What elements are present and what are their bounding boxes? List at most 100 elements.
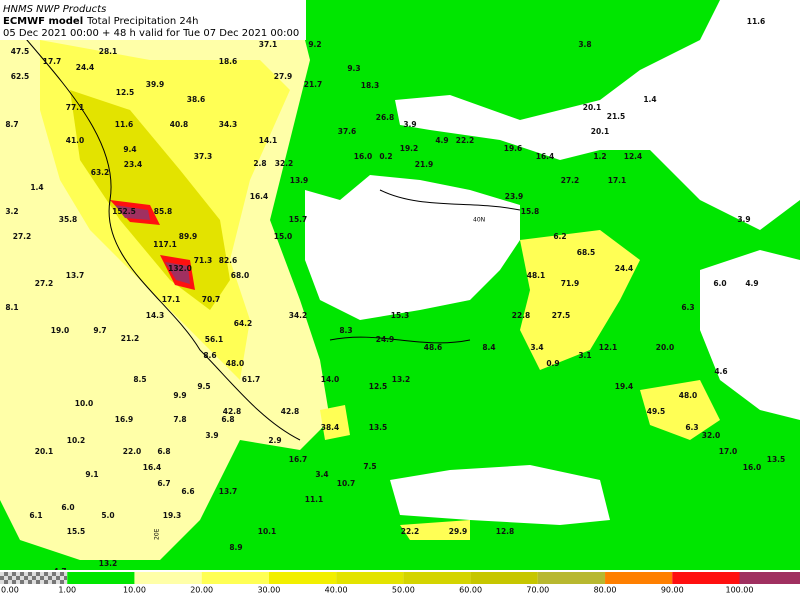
precip-value: 61.7 bbox=[242, 375, 261, 384]
precip-value: 8.3 bbox=[339, 326, 352, 335]
precip-value: 6.0 bbox=[61, 503, 74, 512]
header-title: HNMS NWP Products bbox=[3, 4, 106, 15]
precip-value: 19.4 bbox=[615, 382, 634, 391]
precip-value: 37.1 bbox=[259, 40, 278, 49]
precip-value: 32.0 bbox=[702, 431, 721, 440]
colorbar-swatch bbox=[537, 572, 606, 584]
precip-value: 48.6 bbox=[424, 343, 443, 352]
precip-value: 34.3 bbox=[219, 120, 238, 129]
precip-value: 20.1 bbox=[35, 447, 54, 456]
colorbar-swatch bbox=[403, 572, 471, 584]
lon-label: 20E bbox=[154, 528, 161, 540]
precip-value: 34.2 bbox=[289, 311, 308, 320]
precip-value: 6.7 bbox=[157, 479, 170, 488]
precip-value: 68.0 bbox=[231, 271, 250, 280]
precip-value: 26.8 bbox=[376, 113, 395, 122]
precip-value: 9.7 bbox=[93, 326, 106, 335]
colorbar-swatch bbox=[67, 572, 135, 584]
precip-value: 4.9 bbox=[435, 136, 448, 145]
precip-value: 13.7 bbox=[66, 271, 85, 280]
precip-value: 12.5 bbox=[116, 88, 135, 97]
precip-value: 62.5 bbox=[11, 72, 30, 81]
precip-value: 9.4 bbox=[123, 145, 136, 154]
precip-value: 14.3 bbox=[146, 311, 165, 320]
precip-value: 6.3 bbox=[685, 423, 698, 432]
precip-value: 3.4 bbox=[530, 343, 543, 352]
precip-value: 152.5 bbox=[112, 207, 136, 216]
model-name: ECMWF model bbox=[3, 16, 83, 27]
precip-value: 71.3 bbox=[194, 256, 213, 265]
precip-value: 0.9 bbox=[546, 359, 559, 368]
precip-value: 63.2 bbox=[91, 168, 110, 177]
precip-value: 39.9 bbox=[146, 80, 165, 89]
precip-value: 35.8 bbox=[59, 215, 78, 224]
precip-value: 9.2 bbox=[308, 40, 321, 49]
precip-value: 8.9 bbox=[229, 543, 242, 552]
precip-value: 11.1 bbox=[305, 495, 324, 504]
precip-value: 85.8 bbox=[154, 207, 173, 216]
precip-value: 22.8 bbox=[512, 311, 531, 320]
precip-value: 20.1 bbox=[591, 127, 610, 136]
header: HNMS NWP Products ECMWF model Total Preci… bbox=[0, 0, 306, 40]
precip-value: 9.3 bbox=[347, 64, 360, 73]
precip-value: 15.0 bbox=[274, 232, 293, 241]
precip-value: 9.9 bbox=[173, 391, 186, 400]
colorbar-label: 100.00 bbox=[725, 586, 753, 595]
precip-value: 16.4 bbox=[536, 152, 555, 161]
precip-value: 16.0 bbox=[743, 463, 762, 472]
precip-value: 42.8 bbox=[223, 407, 242, 416]
precip-value: 17.1 bbox=[608, 176, 627, 185]
precip-value: 11.6 bbox=[747, 17, 766, 26]
header-product: ECMWF model Total Precipitation 24h bbox=[3, 16, 198, 27]
precip-value: 28.1 bbox=[99, 47, 118, 56]
map-field: 40N 20E bbox=[0, 0, 800, 570]
precip-value: 2.8 bbox=[253, 159, 266, 168]
precip-value: 12.5 bbox=[369, 382, 388, 391]
precip-value: 19.3 bbox=[163, 511, 182, 520]
precip-value: 22.2 bbox=[401, 527, 420, 536]
precip-value: 13.9 bbox=[290, 176, 309, 185]
precip-value: 49.5 bbox=[647, 407, 666, 416]
precip-value: 3.8 bbox=[578, 40, 591, 49]
precip-value: 37.6 bbox=[338, 127, 357, 136]
precip-value: 20.0 bbox=[656, 343, 675, 352]
precip-value: 29.9 bbox=[449, 527, 468, 536]
precip-value: 6.2 bbox=[553, 232, 566, 241]
precip-value: 27.2 bbox=[13, 232, 32, 241]
precip-value: 89.9 bbox=[179, 232, 198, 241]
precip-value: 24.4 bbox=[76, 63, 95, 72]
precip-value: 24.4 bbox=[615, 264, 634, 273]
product-name: Total Precipitation 24h bbox=[86, 16, 198, 27]
precip-value: 19.6 bbox=[504, 144, 523, 153]
precip-value: 21.5 bbox=[607, 112, 626, 121]
precip-value: 5.0 bbox=[101, 511, 114, 520]
precip-value: 8.6 bbox=[203, 351, 216, 360]
colorbar-label: 40.00 bbox=[325, 586, 348, 595]
colorbar-label: 80.00 bbox=[594, 586, 617, 595]
precip-value: 11.6 bbox=[115, 120, 134, 129]
precip-value: 2.9 bbox=[268, 436, 281, 445]
precip-value: 21.7 bbox=[304, 80, 323, 89]
precip-value: 132.0 bbox=[168, 264, 192, 273]
precip-value: 7.8 bbox=[173, 415, 186, 424]
precip-value: 117.1 bbox=[153, 240, 177, 249]
precip-value: 12.1 bbox=[599, 343, 618, 352]
colorbar-swatch bbox=[672, 572, 740, 584]
precip-value: 7.5 bbox=[363, 462, 376, 471]
precip-value: 16.0 bbox=[354, 152, 373, 161]
precip-value: 13.2 bbox=[392, 375, 411, 384]
colorbar-swatch bbox=[605, 572, 673, 584]
colorbar: 0.00 1.00 10.00 20.00 30.00 40.00 50.00 60.00 70… bbox=[0, 570, 800, 596]
precip-value: 6.8 bbox=[157, 447, 170, 456]
precip-value: 8.1 bbox=[5, 303, 18, 312]
precip-value: 3.2 bbox=[5, 207, 18, 216]
precip-value: 17.0 bbox=[719, 447, 738, 456]
precip-value: 16.4 bbox=[143, 463, 162, 472]
precip-value: 64.2 bbox=[234, 319, 253, 328]
lat-label: 40N bbox=[473, 217, 485, 224]
precip-value: 48.0 bbox=[226, 359, 245, 368]
precip-value: 21.9 bbox=[415, 160, 434, 169]
precip-value: 82.6 bbox=[219, 256, 238, 265]
precip-value: 3.9 bbox=[205, 431, 218, 440]
precip-value: 15.5 bbox=[67, 527, 86, 536]
